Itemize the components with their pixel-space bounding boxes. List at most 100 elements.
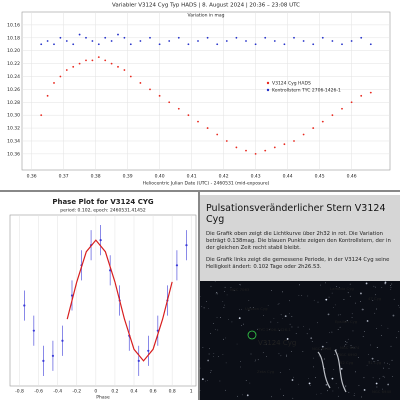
data-point [40, 43, 43, 46]
nebula [317, 349, 347, 393]
data-point [97, 56, 100, 59]
star [381, 287, 383, 288]
star [278, 302, 280, 304]
data-point [149, 88, 151, 91]
star [328, 331, 330, 333]
legend-label: Kontrollstern TYC 2706-1426-1 [272, 88, 341, 94]
divider [0, 190, 400, 192]
star [343, 299, 345, 300]
data-point [283, 43, 286, 46]
star [306, 333, 308, 335]
star [210, 372, 211, 373]
star [376, 386, 378, 388]
star [345, 385, 347, 387]
star [291, 351, 292, 352]
data-point [293, 140, 295, 142]
y-tick-label: 10.26 [7, 87, 20, 93]
star [396, 337, 397, 339]
star [223, 304, 225, 306]
star [366, 364, 368, 366]
chart-subtitle: Variation in mag [188, 13, 225, 19]
star [383, 367, 384, 369]
star [380, 335, 382, 336]
x-tick-label: 0.38 [91, 174, 101, 180]
star [351, 347, 353, 349]
star [349, 295, 351, 297]
x-tick-label: 0.2 [111, 389, 118, 395]
star [292, 397, 294, 399]
star [288, 313, 290, 315]
star [384, 376, 385, 378]
x-tick-label: 0.39 [123, 174, 133, 180]
star [237, 395, 238, 397]
star [271, 396, 273, 398]
star [392, 314, 395, 317]
star [326, 342, 328, 343]
y-tick-label: 10.36 [7, 151, 20, 157]
star [206, 301, 207, 302]
star [374, 312, 376, 314]
star [210, 370, 212, 372]
x-tick-label: 1 [190, 389, 193, 395]
x-tick-label: 0.37 [59, 174, 69, 180]
star [376, 347, 378, 348]
text-panel: Pulsationsveränderlicher Stern V3124 Cyg… [200, 195, 400, 281]
data-point [321, 120, 324, 123]
star [313, 357, 314, 359]
star [297, 326, 299, 328]
star [217, 356, 219, 357]
star [354, 302, 356, 304]
data-point [245, 149, 247, 152]
star [279, 372, 281, 373]
plot-area [9, 214, 197, 387]
data-point [85, 36, 87, 39]
star [249, 382, 251, 384]
star [398, 330, 400, 332]
star [345, 344, 347, 345]
star [337, 314, 339, 316]
star [201, 306, 203, 308]
star [375, 294, 376, 296]
star [389, 285, 391, 286]
star [307, 295, 309, 297]
data-point [360, 36, 363, 39]
star [286, 356, 287, 357]
star [324, 368, 326, 369]
data-point [147, 349, 150, 352]
star [295, 333, 297, 334]
star [239, 284, 241, 285]
star [388, 368, 390, 370]
star [355, 371, 356, 373]
data-point [99, 239, 102, 242]
star [324, 358, 325, 360]
data-point [312, 127, 315, 129]
y-tick-label: 10.30 [7, 113, 20, 119]
data-point [369, 91, 372, 94]
star [315, 377, 316, 378]
star [225, 362, 227, 364]
x-tick-label: 0.45 [315, 174, 325, 180]
data-point [206, 36, 209, 39]
star [207, 380, 208, 381]
fit-curve [66, 239, 173, 362]
map-label: 47 Cyg [368, 296, 382, 301]
star [327, 313, 330, 316]
data-point [369, 43, 372, 46]
star [375, 286, 376, 288]
data-point [32, 329, 35, 332]
star [248, 300, 250, 302]
x-tick-label: 0.6 [149, 389, 156, 395]
star [220, 317, 221, 318]
star [384, 362, 385, 364]
data-point [72, 43, 75, 46]
data-point [149, 36, 151, 39]
star [318, 355, 320, 357]
data-point [293, 36, 295, 39]
data-point [321, 36, 324, 39]
star [370, 344, 371, 346]
data-point [273, 146, 276, 149]
star [266, 343, 267, 345]
star [325, 383, 328, 386]
star [338, 387, 339, 389]
